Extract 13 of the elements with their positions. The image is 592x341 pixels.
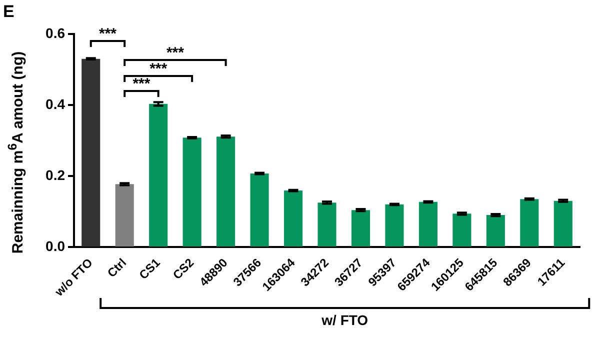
y-tick-label: 0.0 <box>46 238 66 254</box>
annotation: *** <box>166 44 184 62</box>
text: E <box>3 2 14 22</box>
annotation: *** <box>132 76 150 93</box>
text: w/ FTO <box>320 312 368 328</box>
y-tick-label: 0.4 <box>46 96 66 112</box>
annotation: *** <box>150 60 168 78</box>
y-tick-label: 0.2 <box>46 166 66 183</box>
y-tick-label: 0.6 <box>46 24 66 41</box>
x-tick-label: CS2 <box>170 255 197 282</box>
x-tick-label: Ctrl <box>104 256 130 280</box>
annotation: *** <box>98 26 117 43</box>
x-tick-label: CS1 <box>136 255 164 282</box>
